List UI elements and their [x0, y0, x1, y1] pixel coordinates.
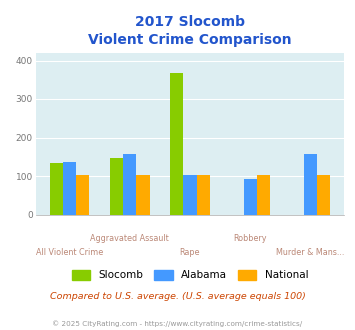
Bar — [76, 175, 89, 214]
Text: Murder & Mans...: Murder & Mans... — [276, 248, 345, 257]
Bar — [123, 154, 136, 214]
Text: © 2025 CityRating.com - https://www.cityrating.com/crime-statistics/: © 2025 CityRating.com - https://www.city… — [53, 321, 302, 327]
Bar — [50, 163, 63, 214]
Bar — [317, 175, 330, 214]
Bar — [244, 179, 257, 215]
Text: Robbery: Robbery — [234, 234, 267, 243]
Title: 2017 Slocomb
Violent Crime Comparison: 2017 Slocomb Violent Crime Comparison — [88, 15, 292, 48]
Bar — [197, 175, 210, 214]
Bar — [63, 162, 76, 214]
Legend: Slocomb, Alabama, National: Slocomb, Alabama, National — [72, 270, 308, 280]
Text: All Violent Crime: All Violent Crime — [36, 248, 103, 257]
Bar — [304, 154, 317, 214]
Text: Compared to U.S. average. (U.S. average equals 100): Compared to U.S. average. (U.S. average … — [50, 292, 305, 301]
Bar — [110, 157, 123, 214]
Bar — [170, 73, 183, 214]
Bar — [183, 175, 197, 214]
Text: Rape: Rape — [180, 248, 200, 257]
Bar — [257, 175, 270, 214]
Bar — [136, 175, 149, 214]
Text: Aggravated Assault: Aggravated Assault — [90, 234, 169, 243]
